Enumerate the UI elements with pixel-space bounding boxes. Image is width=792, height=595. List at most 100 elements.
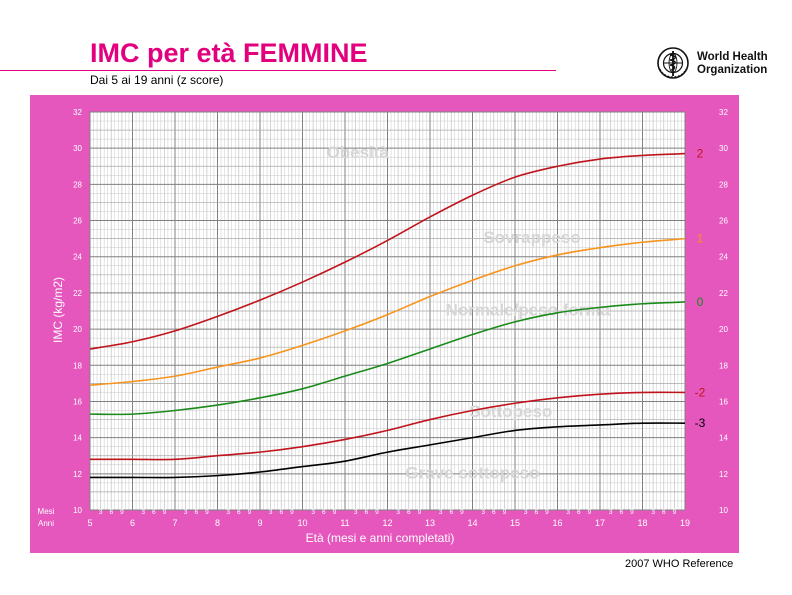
y-tick-label: 30: [73, 144, 82, 153]
month-tick-label: 3: [99, 509, 103, 516]
who-name-line-1: World Health: [697, 51, 768, 63]
y-tick-label: 28: [73, 180, 82, 189]
x-tick-label: 7: [172, 518, 177, 528]
y-tick-label: 32: [73, 108, 82, 117]
page-title: IMC per età FEMMINE: [90, 38, 368, 68]
month-tick-label: 9: [375, 509, 379, 516]
x-axis-label: Età (mesi e anni completati): [306, 531, 455, 545]
x-tick-label: 5: [87, 518, 92, 528]
month-tick-label: 9: [503, 509, 507, 516]
month-tick-label: 9: [418, 509, 422, 516]
month-tick-label: 3: [439, 509, 443, 516]
y-axis-label: IMC (kg/m2): [51, 277, 65, 343]
month-tick-label: 6: [492, 509, 496, 516]
x-tick-label: 10: [297, 518, 307, 528]
month-tick-label: 6: [322, 509, 326, 516]
series-line-z-2: [90, 391, 686, 461]
series-line-z2: [89, 152, 686, 350]
month-tick-label: 6: [152, 509, 156, 516]
month-tick-label: 6: [364, 509, 368, 516]
title-underline: [0, 70, 556, 71]
month-tick-label: 9: [630, 509, 634, 516]
who-logo: World Health Organization: [656, 46, 792, 80]
years-row-label: Anni: [38, 519, 54, 528]
x-tick-label: 15: [510, 518, 520, 528]
series-line-z-3: [90, 422, 686, 479]
month-tick-label: 9: [333, 509, 337, 516]
y-tick-label: 16: [719, 397, 728, 406]
x-tick-label: 18: [637, 518, 647, 528]
x-tick-label: 17: [595, 518, 605, 528]
zone-label: Grave sottopeso: [405, 463, 539, 482]
page-subtitle: Dai 5 ai 19 anni (z score): [90, 73, 224, 87]
series-labels: 2 1 0 -2 -3: [695, 147, 706, 431]
x-tick-label: 14: [467, 518, 477, 528]
month-tick-label: 9: [545, 509, 549, 516]
y-tick-label: 10: [73, 506, 82, 515]
y-tick-label: 32: [719, 108, 728, 117]
series-label-z1: 1: [697, 232, 704, 246]
month-tick-label: 3: [354, 509, 358, 516]
month-tick-label: 9: [460, 509, 464, 516]
month-tick-label: 6: [534, 509, 538, 516]
month-tick-label: 9: [120, 509, 124, 516]
y-tick-label: 24: [719, 253, 728, 262]
x-tick-label: 11: [340, 518, 349, 528]
x-tick-label: 9: [257, 518, 262, 528]
series-label-z2: 2: [697, 147, 704, 161]
grid-major: [89, 111, 686, 511]
y-tick-labels-left: 10 12 14 16 18 20 22 24 26 28 30 32: [73, 108, 82, 515]
x-tick-label: 19: [680, 518, 690, 528]
series-line-z1: [89, 237, 686, 386]
y-tick-label: 24: [73, 253, 82, 262]
who-name-line-2: Organization: [697, 64, 768, 76]
month-tick-label: 6: [109, 509, 113, 516]
month-tick-label: 3: [226, 509, 230, 516]
month-tick-label: 3: [311, 509, 315, 516]
month-tick-label: 6: [619, 509, 623, 516]
y-tick-label: 22: [719, 289, 728, 298]
month-tick-label: 6: [577, 509, 581, 516]
month-tick-label: 9: [163, 509, 167, 516]
series-label-z-3: -3: [695, 416, 706, 430]
y-tick-label: 20: [719, 325, 728, 334]
y-tick-label: 30: [719, 144, 728, 153]
series-label-z-2: -2: [695, 385, 706, 399]
y-tick-label: 14: [719, 434, 728, 443]
zone-label: Obesità: [327, 143, 390, 162]
month-tick-label: 3: [524, 509, 528, 516]
x-tick-labels: 5 6 7 8 9 10 11 12 13 14 15 16 17 18 19: [87, 518, 690, 528]
month-tick-label: 6: [449, 509, 453, 516]
x-tick-label: 13: [425, 518, 435, 528]
month-tick-label: 9: [290, 509, 294, 516]
month-tick-label: 3: [269, 509, 273, 516]
month-tick-label: 9: [673, 509, 677, 516]
month-tick-label: 6: [662, 509, 666, 516]
y-tick-label: 18: [719, 361, 728, 370]
y-tick-label: 28: [719, 180, 728, 189]
y-tick-label: 20: [73, 325, 82, 334]
y-tick-label: 16: [73, 397, 82, 406]
y-tick-label: 26: [719, 217, 728, 226]
who-emblem-icon: [657, 47, 689, 79]
y-tick-label: 22: [73, 289, 82, 298]
y-tick-label: 26: [73, 217, 82, 226]
month-tick-label: 3: [651, 509, 655, 516]
zone-label: Sovrappeso: [483, 228, 580, 247]
x-tick-label: 12: [382, 518, 392, 528]
month-tick-label: 3: [481, 509, 485, 516]
zone-label: Normale/peso forma: [446, 300, 611, 319]
x-tick-label: 6: [130, 518, 135, 528]
month-tick-label: 6: [279, 509, 283, 516]
y-tick-label: 12: [73, 470, 82, 479]
month-tick-label: 3: [396, 509, 400, 516]
y-tick-label: 14: [73, 434, 82, 443]
month-tick-label: 9: [248, 509, 252, 516]
month-tick-label: 3: [184, 509, 188, 516]
x-tick-label: 8: [215, 518, 220, 528]
month-tick-label: 6: [407, 509, 411, 516]
series-label-z0: 0: [697, 295, 704, 309]
